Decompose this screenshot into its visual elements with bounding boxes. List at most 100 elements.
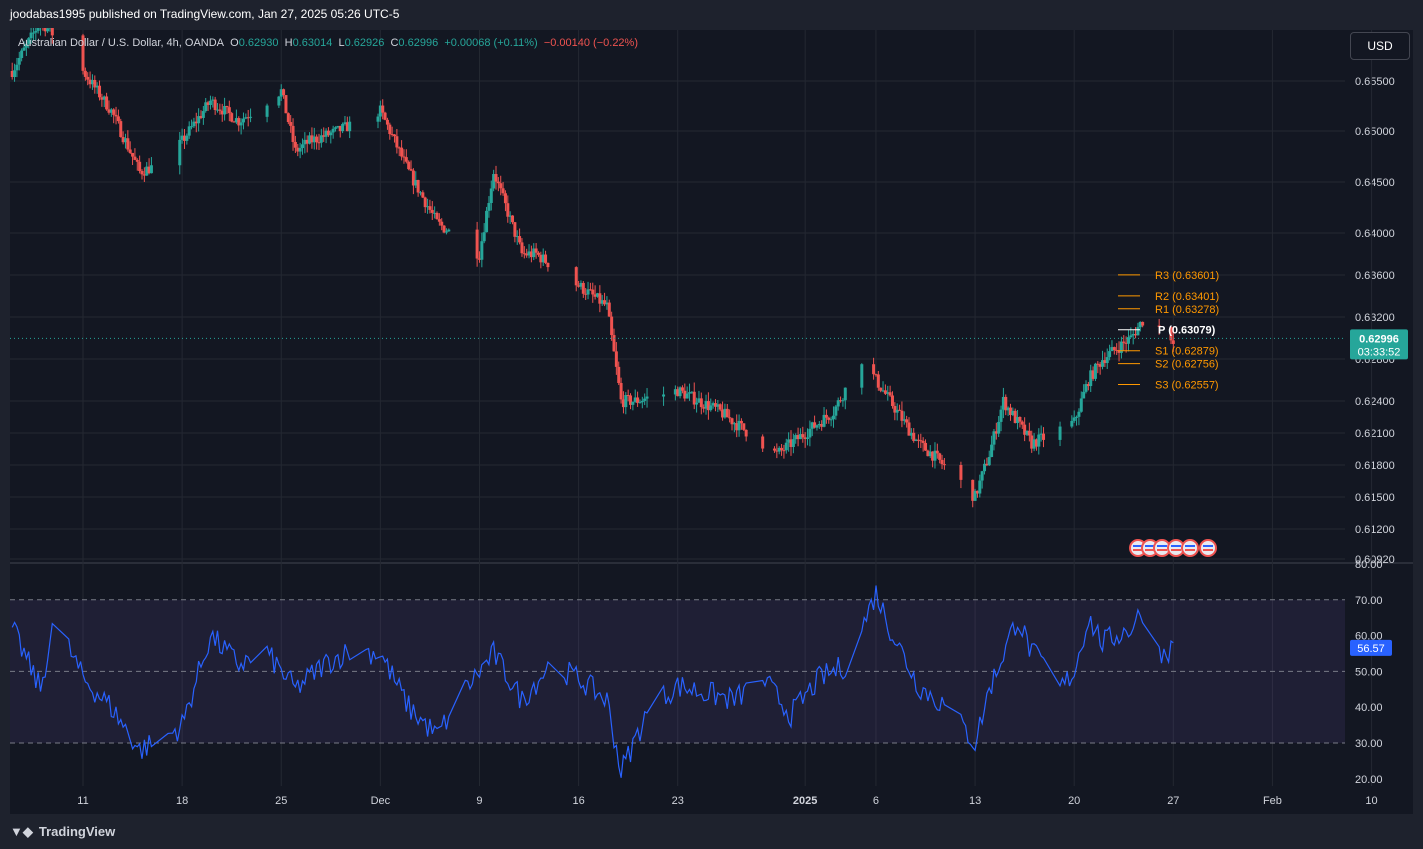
publish-info: joodabas1995 published on TradingView.co… <box>10 7 400 21</box>
symbol-legend: Australian Dollar / U.S. Dollar, 4h, OAN… <box>18 37 638 49</box>
price-tick-label: 0.63600 <box>1355 270 1395 282</box>
candle-body <box>508 215 512 217</box>
candle-body <box>300 144 304 149</box>
candle-body <box>492 174 496 189</box>
candle-body <box>1018 416 1022 422</box>
candle-body <box>999 409 1003 422</box>
candle-body <box>376 116 380 122</box>
candle-body <box>31 32 35 34</box>
candle-body <box>499 183 503 189</box>
candle-body <box>706 401 710 411</box>
candle-body <box>319 135 323 143</box>
price-tick-label: 0.63200 <box>1355 312 1395 324</box>
candle-body <box>182 135 186 141</box>
candle-body <box>1098 364 1102 367</box>
candle-body <box>992 431 996 445</box>
candle-body <box>1011 410 1015 415</box>
candle-body <box>527 251 531 256</box>
candle-body <box>312 136 316 143</box>
candle-body <box>900 410 904 421</box>
candle-body <box>190 126 194 128</box>
candle-body <box>513 222 517 237</box>
candle-body <box>27 38 31 44</box>
time-tick-label: 2025 <box>793 795 817 807</box>
candle-body <box>1075 416 1079 418</box>
candle-body <box>1077 411 1081 417</box>
rsi-tick-label: 20.00 <box>1355 774 1383 786</box>
candle-body <box>919 440 923 442</box>
candle-body <box>315 136 319 143</box>
candle-body <box>803 437 807 439</box>
price-tick-label: 0.64000 <box>1355 228 1395 240</box>
candle-body <box>839 400 843 402</box>
legend-c-label: C <box>390 37 398 49</box>
candle-body <box>46 28 50 32</box>
candle-body <box>898 409 902 411</box>
candle-body <box>841 400 845 402</box>
candle-body <box>126 138 130 150</box>
candle-body <box>886 392 890 394</box>
event-flag-stripe <box>1133 549 1143 551</box>
candle-body <box>121 136 125 143</box>
tradingview-logo-icon[interactable]: ▼◆ <box>10 824 33 839</box>
candle-body <box>494 174 498 182</box>
candle-body <box>239 122 243 126</box>
candle-body <box>1117 350 1121 353</box>
footer-brand[interactable]: TradingView <box>38 824 116 839</box>
candle-body <box>605 302 609 305</box>
event-flag-stripe <box>1133 545 1143 547</box>
candle-body <box>50 28 54 36</box>
price-tick-label: 0.60920 <box>1355 554 1395 566</box>
candle-body <box>546 262 550 268</box>
candle-body <box>90 79 94 85</box>
candle-body <box>985 463 989 466</box>
currency-button[interactable]: USD <box>1350 32 1410 60</box>
candle-body <box>1112 347 1116 350</box>
candle-body <box>775 450 779 452</box>
candle-body <box>131 152 135 157</box>
event-flag-stripe <box>1171 545 1181 547</box>
candle-body <box>680 387 684 391</box>
candle-body <box>140 171 144 175</box>
candle-body <box>440 221 444 226</box>
candle-body <box>638 402 642 404</box>
event-flag-stripe <box>1157 545 1167 547</box>
candle-body <box>112 109 116 115</box>
candle-body <box>971 479 975 501</box>
candle-body <box>581 282 585 294</box>
candle-body <box>690 391 694 393</box>
candle-body <box>822 414 826 427</box>
candle-body <box>1124 342 1128 344</box>
candle-body <box>149 165 153 174</box>
candle-body <box>477 258 481 260</box>
candle-body <box>329 132 333 136</box>
rsi-value-label: 56.57 <box>1357 643 1385 655</box>
last-price-badge <box>1350 329 1408 360</box>
candle-body <box>834 406 838 416</box>
candle-body <box>888 392 892 396</box>
candle-body <box>737 420 741 431</box>
time-tick-label: 27 <box>1167 795 1179 807</box>
legend-symbol: Australian Dollar / U.S. Dollar, 4h, OAN… <box>18 37 225 49</box>
candle-body <box>1103 360 1107 364</box>
candle-body <box>673 389 677 395</box>
candle-body <box>303 139 307 145</box>
rsi-tick-label: 30.00 <box>1355 738 1383 750</box>
candle-body <box>761 436 765 449</box>
candle-body <box>1004 396 1008 411</box>
candle-body <box>584 293 588 295</box>
candle-body <box>636 397 640 403</box>
candle-body <box>1141 321 1145 326</box>
candle-body <box>199 116 203 118</box>
candle-body <box>685 393 689 399</box>
price-tick-label: 0.65500 <box>1355 76 1395 88</box>
candle-body <box>704 401 708 409</box>
candle-body <box>241 118 245 123</box>
event-flag-ring <box>1181 539 1199 557</box>
event-flag-stripe <box>1203 545 1213 547</box>
candle-body <box>1089 370 1093 387</box>
legend-o: 0.62930 <box>239 37 279 49</box>
candle-body <box>1134 334 1138 336</box>
candle-body <box>343 122 347 125</box>
chart-canvas[interactable]: 0.65500 0.65000 0.64500 0.64000 0.63600 0.632… <box>0 28 1423 814</box>
